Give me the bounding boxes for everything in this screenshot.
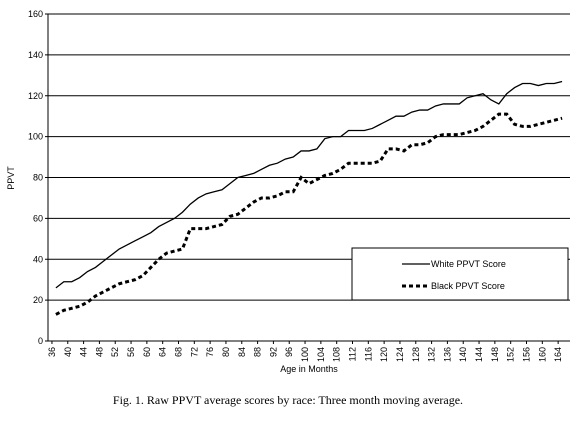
x-tick-label: 140	[458, 347, 468, 362]
x-tick-label: 72	[189, 347, 199, 357]
x-tick-label: 156	[522, 347, 532, 362]
x-tick-label: 132	[427, 347, 437, 362]
x-tick-label: 108	[332, 347, 342, 362]
caption: Fig. 1. Raw PPVT average scores by race:…	[113, 393, 463, 407]
x-tick-label: 116	[363, 347, 373, 361]
x-tick-label: 44	[79, 347, 89, 357]
x-tick-label: 92	[268, 347, 278, 357]
x-tick-label: 88	[253, 347, 263, 357]
x-tick-label: 76	[205, 347, 215, 357]
y-tick-label: 20	[33, 295, 43, 305]
series-line	[55, 112, 563, 316]
legend-label: White PPVT Score	[431, 259, 506, 269]
x-tick-label: 160	[537, 347, 547, 362]
series-line	[55, 80, 563, 289]
x-tick-label: 64	[158, 347, 168, 357]
y-tick-label: 140	[28, 50, 43, 60]
x-tick-label: 40	[63, 347, 73, 357]
y-axis-label: PPVT	[6, 166, 16, 190]
x-tick-label: 48	[94, 347, 104, 357]
x-tick-label: 68	[174, 347, 184, 357]
x-tick-label: 148	[490, 347, 500, 362]
x-tick-label: 100	[300, 347, 310, 362]
x-tick-label: 56	[126, 347, 136, 357]
y-tick-label: 40	[33, 254, 43, 264]
x-tick-label: 104	[316, 347, 326, 362]
x-tick-label: 164	[553, 347, 563, 362]
y-tick-label: 0	[38, 336, 43, 346]
x-tick-label: 52	[110, 347, 120, 357]
x-tick-label: 152	[506, 347, 516, 362]
x-tick-label: 124	[395, 347, 405, 362]
legend-box	[351, 247, 569, 301]
y-tick-label: 120	[28, 91, 43, 101]
x-tick-label: 112	[348, 347, 358, 361]
x-axis-label: Age in Months	[280, 364, 338, 374]
x-tick-label: 60	[142, 347, 152, 357]
x-tick-label: 36	[47, 347, 57, 357]
x-tick-label: 80	[221, 347, 231, 357]
x-tick-label: 128	[411, 347, 421, 362]
x-tick-label: 96	[284, 347, 294, 357]
x-tick-label: 136	[442, 347, 452, 362]
x-tick-label: 120	[379, 347, 389, 362]
legend-label: Black PPVT Score	[431, 281, 505, 291]
x-tick-label: 144	[474, 347, 484, 362]
y-tick-label: 160	[28, 9, 43, 19]
y-tick-label: 60	[33, 213, 43, 223]
x-tick-label: 84	[237, 347, 247, 357]
y-tick-label: 80	[33, 173, 43, 183]
y-tick-label: 100	[28, 132, 43, 142]
